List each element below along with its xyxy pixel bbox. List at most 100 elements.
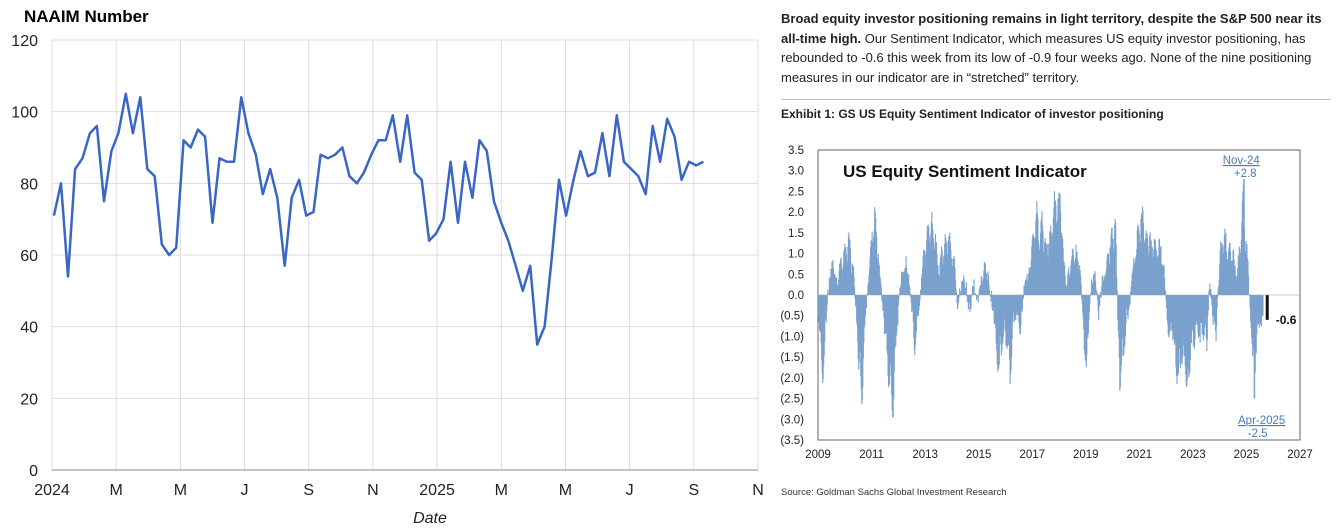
y-tick-label: 3.0 <box>788 166 804 178</box>
sentiment-bar <box>1262 295 1264 317</box>
sentiment-bar-current <box>1265 295 1269 320</box>
x-axis-label: Date <box>413 510 447 527</box>
sentiment-bar <box>1089 295 1091 296</box>
sentiment-bar <box>880 287 882 295</box>
x-tick-label: 2011 <box>859 449 884 461</box>
sentiment-bar <box>897 295 899 306</box>
sentiment-bar <box>988 284 990 295</box>
sentiment-bar <box>1210 289 1212 295</box>
y-tick-label: 120 <box>11 33 38 50</box>
sentiment-bar <box>909 295 911 297</box>
sentiment-bar <box>915 295 917 332</box>
sentiment-bar <box>1080 284 1082 295</box>
trough-annotation-label: Apr-2025 <box>1238 415 1285 427</box>
sentiment-bar <box>1129 295 1131 305</box>
x-tick-label: 2017 <box>1019 449 1045 461</box>
chart-inner-title: US Equity Sentiment Indicator <box>843 162 1087 181</box>
sentiment-bar <box>826 295 828 305</box>
sentiment-bar <box>1022 295 1025 299</box>
sentiment-bar <box>988 290 991 295</box>
x-tick-label: M <box>110 482 123 499</box>
sentiment-bar <box>969 295 971 312</box>
y-tick-label: (3.5) <box>780 435 804 447</box>
sentiment-bar <box>1025 280 1027 295</box>
y-tick-label: (1.5) <box>780 352 804 364</box>
sentiment-bar <box>1116 290 1118 295</box>
y-tick-label: 0.5 <box>788 269 804 281</box>
x-tick-label: 2024 <box>34 482 70 499</box>
sentiment-bar <box>1216 295 1218 327</box>
sentiment-bar <box>958 295 960 303</box>
y-tick-label: 60 <box>20 248 38 265</box>
sentiment-bar <box>976 295 978 301</box>
sentiment-bar <box>919 295 921 301</box>
sentiment-bar <box>1248 294 1250 295</box>
y-tick-label: 20 <box>20 391 38 408</box>
sentiment-bar <box>954 280 957 295</box>
x-tick-label: 2015 <box>966 449 992 461</box>
sentiment-bar <box>991 291 993 295</box>
naaim-series-line <box>52 92 704 346</box>
x-tick-label: 2025 <box>1234 449 1260 461</box>
y-tick-label: 1.5 <box>788 228 804 240</box>
peak-annotation-label: Nov-24 <box>1223 155 1261 167</box>
sentiment-bar <box>977 295 979 303</box>
sentiment-bar <box>1100 295 1102 298</box>
source-note: Source: Goldman Sachs Global Investment … <box>781 487 1007 498</box>
sentiment-bar <box>1216 295 1218 308</box>
sentiment-bar <box>1065 286 1067 295</box>
commentary-body: Our Sentiment Indicator, which measures … <box>781 30 1312 85</box>
sentiment-bar <box>976 295 978 298</box>
sentiment-bar-chart: 3.5 3.0 2.5 2.0 1.5 1.0 0.5 0.0 (0.5) (1.0) (1.5) (… <box>780 145 1313 461</box>
sentiment-bar <box>956 292 958 295</box>
x-tick-label: M <box>559 482 572 499</box>
x-tick-label: N <box>367 482 379 499</box>
sentiment-bar <box>1165 290 1167 295</box>
x-tick-label: J <box>626 482 634 499</box>
y-tick-label: (2.5) <box>780 394 804 406</box>
y-tick-label: (3.0) <box>780 414 804 426</box>
x-tick-label: 2023 <box>1180 449 1206 461</box>
naaim-chart-title: NAAIM Number <box>24 7 149 26</box>
y-tick-label: 100 <box>11 105 38 122</box>
x-tick-label: N <box>752 482 764 499</box>
sentiment-bar <box>1020 295 1022 326</box>
trough-annotation-value: -2.5 <box>1248 428 1268 440</box>
sentiment-bar <box>974 293 976 295</box>
sentiment-bar <box>865 295 867 309</box>
section-divider <box>781 99 1331 100</box>
sentiment-bar <box>965 282 967 295</box>
y-tick-label: 2.0 <box>788 207 804 219</box>
sentiment-bar <box>853 276 855 295</box>
x-tick-label: 2021 <box>1127 449 1153 461</box>
x-tick-label: S <box>688 482 699 499</box>
sentiment-bar <box>1209 295 1211 298</box>
x-tick-label: J <box>241 482 249 499</box>
x-tick-label: 2025 <box>419 482 455 499</box>
sentiment-bar <box>919 289 922 295</box>
sentiment-bar <box>1099 291 1101 295</box>
sentiment-bar <box>1164 277 1166 295</box>
sentiment-bar <box>910 293 912 295</box>
x-tick-label: 2009 <box>805 449 831 461</box>
sentiment-bar <box>1088 295 1090 313</box>
sentiment-bar <box>1128 295 1130 309</box>
sentiment-bar <box>866 295 868 296</box>
sentiment-bar <box>1207 295 1209 311</box>
y-tick-label: 40 <box>20 320 38 337</box>
sentiment-bar <box>918 295 921 307</box>
y-tick-label: 3.5 <box>788 145 804 157</box>
x-tick-label: M <box>174 482 187 499</box>
x-tick-label: 2013 <box>912 449 938 461</box>
x-tick-label: M <box>495 482 508 499</box>
y-tick-label: (2.0) <box>780 373 804 385</box>
x-tick-label: 2027 <box>1287 449 1313 461</box>
sentiment-bar <box>958 295 960 298</box>
x-tick-label: 2019 <box>1073 449 1099 461</box>
sentiment-bar <box>973 279 975 295</box>
sentiment-bar <box>990 295 992 302</box>
y-tick-label: 80 <box>20 176 38 193</box>
peak-annotation-value: +2.8 <box>1234 168 1257 180</box>
x-tick-label: S <box>303 482 314 499</box>
y-tick-label: (1.0) <box>780 331 804 343</box>
